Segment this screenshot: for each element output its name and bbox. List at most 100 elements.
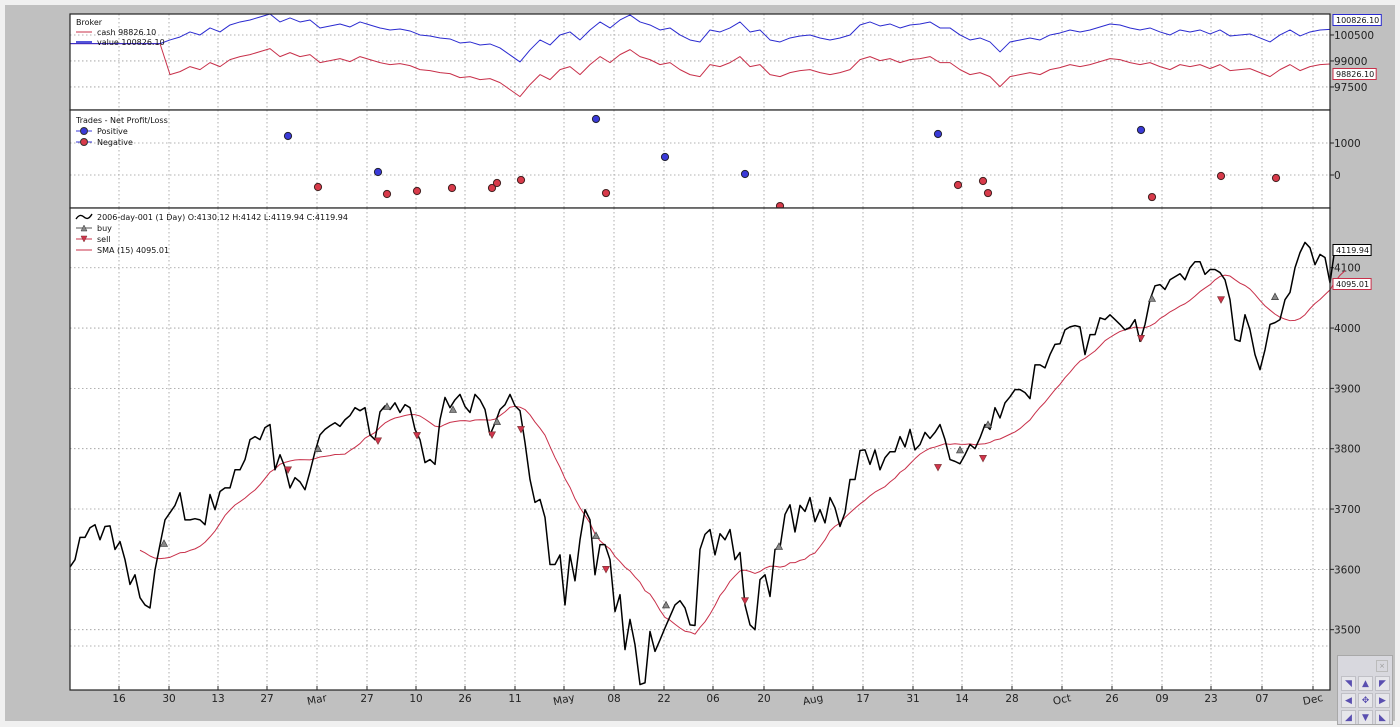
positive-trade-marker: [283, 131, 293, 141]
x-tick-label: 11: [508, 693, 521, 705]
pan-button-6[interactable]: ◢: [1341, 710, 1356, 724]
x-tick-label: 13: [211, 693, 224, 705]
negative-trade-marker: [983, 188, 993, 198]
sell-marker: [601, 566, 611, 574]
y-tick-label: 0: [1334, 170, 1341, 182]
trades-legend-title: Trades - Net Profit/Loss: [75, 116, 168, 125]
value-last-label: 100826.10: [1336, 16, 1379, 25]
legend-line-close: [75, 213, 93, 220]
y-tick-label: 3700: [1334, 504, 1361, 516]
buy-marker: [983, 420, 993, 428]
x-tick-label: 17: [856, 693, 869, 705]
x-tick-label: 27: [260, 693, 273, 705]
legend-label-sma: SMA (15) 4095.01: [97, 246, 169, 255]
buy-marker: [661, 600, 671, 609]
trades-panel: 1000 0 Trades - Net Profit/Loss Positive Neg…: [69, 109, 1361, 211]
sell-marker: [978, 455, 988, 463]
buy-marker: [492, 417, 502, 425]
close-price-line: [69, 241, 1346, 686]
x-tick-label: 26: [458, 693, 472, 705]
buy-marker: [774, 542, 784, 550]
sell-marker: [1216, 296, 1226, 304]
x-tick-label: 26: [1105, 693, 1119, 705]
legend-marker-negative: [80, 138, 88, 146]
legend-label-positive: Positive: [97, 127, 128, 136]
positive-trade-marker: [933, 129, 943, 139]
positive-trade-marker: [1136, 125, 1146, 135]
y-tick-label: 4100: [1334, 263, 1361, 275]
y-tick-label: 3500: [1334, 625, 1361, 637]
cash-line: [70, 43, 1331, 98]
price-panel: 3500 3600 3700 3800 3900 4000 4100 2006-day-001…: [69, 207, 1372, 691]
close-last-label-box: [1332, 244, 1372, 256]
x-tick-label: 28: [1005, 693, 1018, 705]
pan-button-8[interactable]: ◣: [1375, 710, 1390, 724]
y-tick-label: 99000: [1334, 56, 1367, 68]
pan-button-3[interactable]: ◀: [1341, 693, 1356, 708]
y-tick-label: 4000: [1334, 323, 1361, 335]
buy-marker: [955, 445, 965, 454]
pan-button-1[interactable]: ▲: [1358, 676, 1373, 691]
buy-marker: [591, 531, 601, 539]
negative-trade-marker: [1216, 171, 1226, 181]
legend-label-negative: Negative: [97, 138, 133, 147]
x-axis: 16 30 13 27 Mar 27 10 26 11 May 08 22 06 20 Aug 17 31 14 2…: [112, 686, 1324, 708]
toolbar-close-button[interactable]: ×: [1376, 660, 1388, 672]
value-line: [70, 13, 1331, 63]
price-plot-area: [70, 208, 1330, 690]
x-tick-label: 10: [409, 693, 422, 705]
negative-trade-marker: [313, 182, 323, 192]
negative-trade-marker: [1147, 192, 1157, 202]
pan-buttons: ◥ ▲ ◤ ◀ ✥ ▶ ◢ ▼ ◣: [1341, 676, 1390, 724]
legend-marker-buy: [80, 224, 88, 232]
negative-trade-marker: [412, 186, 422, 196]
negative-trade-marker: [601, 188, 611, 198]
y-tick-label: 3900: [1334, 383, 1361, 395]
x-tick-label: 06: [706, 693, 720, 705]
x-tick-label: 27: [360, 693, 373, 705]
negative-trade-marker: [492, 178, 502, 188]
y-tick-label: 97500: [1334, 82, 1367, 94]
positive-trade-marker: [373, 167, 383, 177]
positive-trade-marker: [591, 114, 601, 124]
sell-marker: [1136, 335, 1146, 343]
x-tick-label: Mar: [306, 692, 329, 708]
legend-label-cash: cash 98826.10: [97, 28, 156, 37]
negative-trade-marker: [978, 176, 988, 186]
x-tick-label: Dec: [1302, 692, 1325, 708]
y-tick-label: 3600: [1334, 564, 1361, 576]
legend-label-close: 2006-day-001 (1 Day) O:4130.12 H:4142 L:…: [97, 213, 348, 222]
sma-last-label: 4095.01: [1336, 280, 1369, 289]
y-tick-label: 1000: [1334, 138, 1361, 150]
x-tick-label: 20: [757, 693, 770, 705]
broker-plot-area: [70, 14, 1330, 110]
legend-label-buy: buy: [97, 224, 112, 233]
negative-trade-marker: [447, 183, 457, 193]
pan-button-4[interactable]: ✥: [1358, 693, 1373, 708]
price-border: [69, 207, 1331, 691]
close-last-label: 4119.94: [1336, 246, 1369, 255]
sell-marker: [412, 432, 422, 440]
buy-marker: [1270, 292, 1280, 300]
x-tick-label: May: [552, 692, 576, 708]
sell-marker: [487, 431, 497, 439]
pan-button-0[interactable]: ◥: [1341, 676, 1356, 691]
x-tick-label: 22: [657, 693, 670, 705]
sell-marker: [373, 437, 383, 445]
pan-button-2[interactable]: ◤: [1375, 676, 1390, 691]
pan-button-5[interactable]: ▶: [1375, 693, 1390, 708]
buy-marker: [382, 402, 392, 410]
negative-trade-marker: [1271, 173, 1281, 183]
legend-label-value: value 100826.10: [97, 38, 165, 47]
sell-marker: [740, 597, 750, 605]
x-tick-label: 08: [607, 693, 620, 705]
cash-last-label: 98826.10: [1336, 70, 1374, 79]
legend-label-sell: sell: [97, 235, 111, 244]
x-tick-label: 09: [1155, 693, 1168, 705]
pan-button-7[interactable]: ▼: [1358, 710, 1373, 724]
x-tick-label: 30: [162, 693, 175, 705]
negative-trade-marker: [516, 175, 526, 185]
x-tick-label: 14: [955, 693, 969, 705]
pan-toolbar[interactable]: × ◥ ▲ ◤ ◀ ✥ ▶ ◢ ▼ ◣: [1337, 655, 1393, 725]
